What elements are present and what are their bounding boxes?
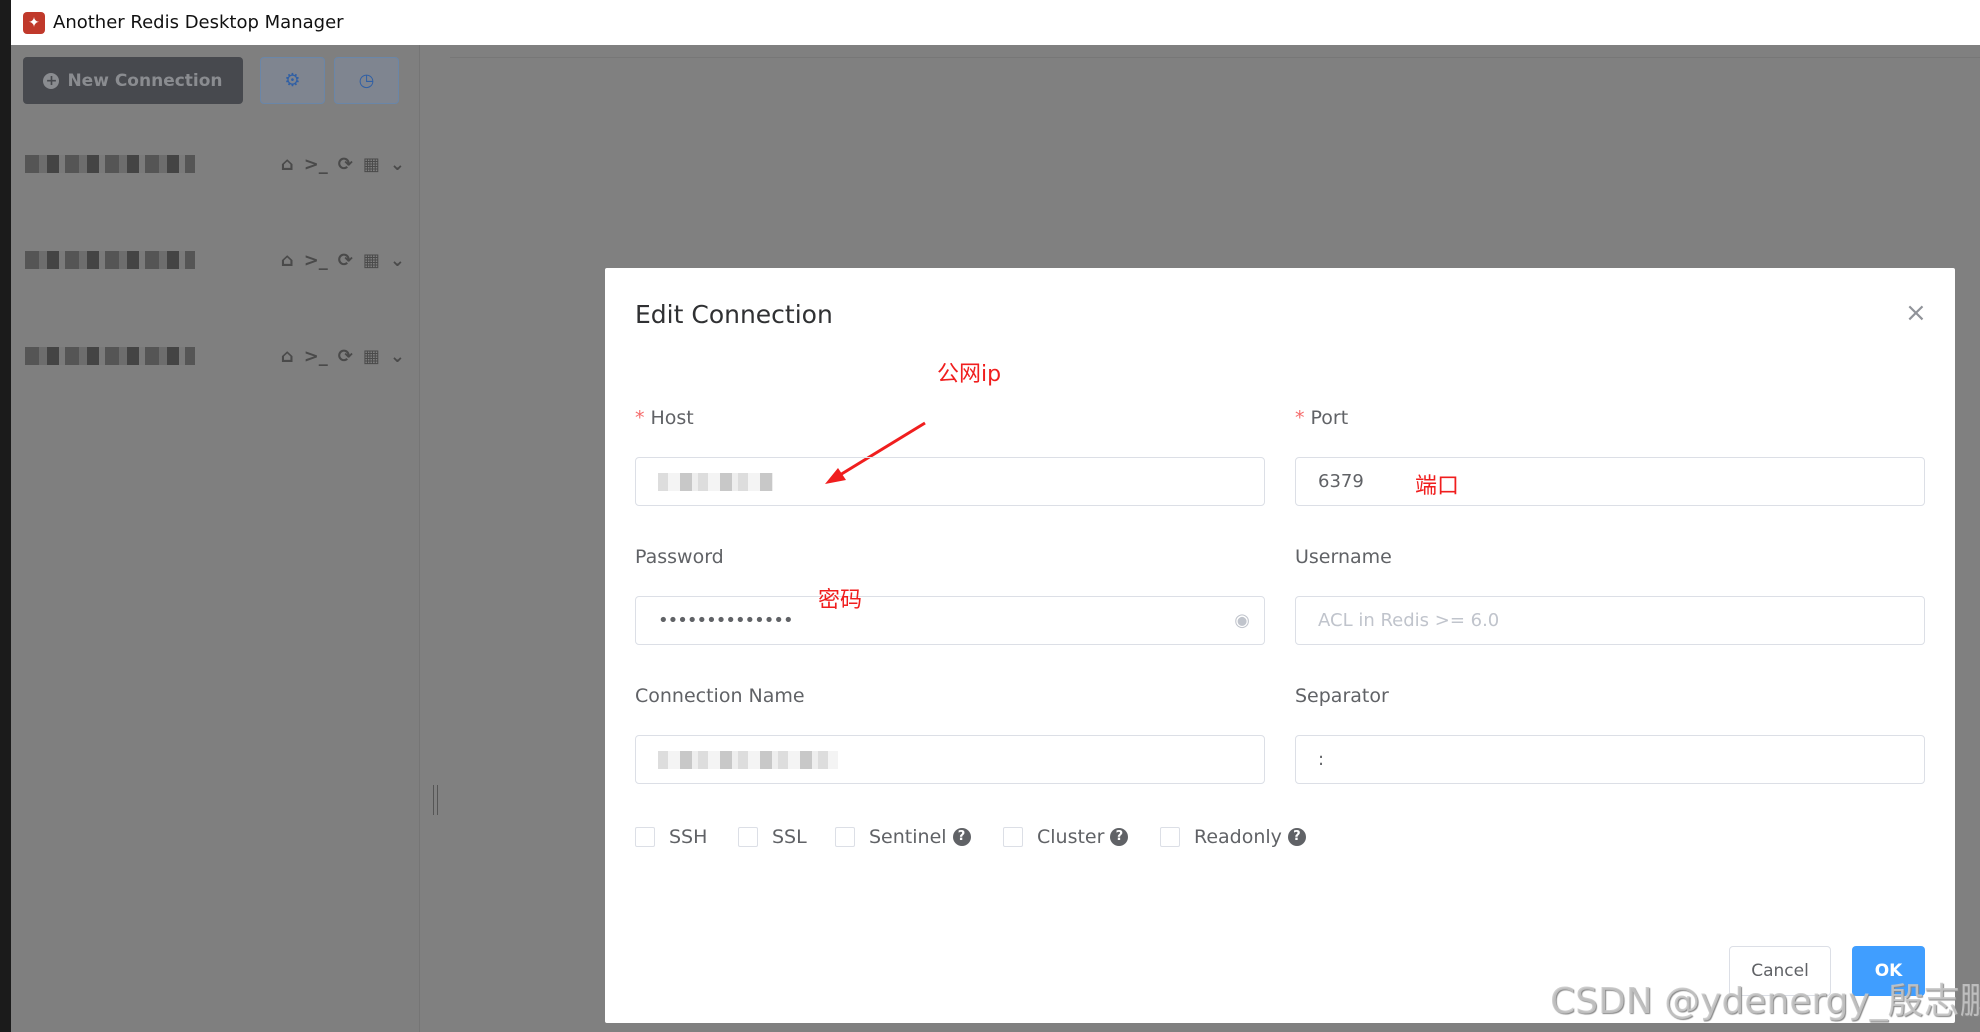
title-bar: ✦ Another Redis Desktop Manager — [11, 0, 1980, 45]
connection-item[interactable]: ⌂ >_ ⟳ ▦ ⌄ — [25, 149, 405, 179]
connection-item[interactable]: ⌂ >_ ⟳ ▦ ⌄ — [25, 341, 405, 371]
connection-name-redacted — [25, 155, 195, 173]
new-connection-label: New Connection — [67, 70, 223, 91]
desktop-edge — [0, 0, 11, 1032]
refresh-icon[interactable]: ⟳ — [337, 153, 353, 175]
ssh-checkbox[interactable]: SSH — [635, 826, 707, 848]
cancel-button[interactable]: Cancel — [1729, 946, 1831, 996]
refresh-icon[interactable]: ⟳ — [337, 345, 353, 367]
connection-item[interactable]: ⌂ >_ ⟳ ▦ ⌄ — [25, 245, 405, 275]
ok-button[interactable]: OK — [1852, 946, 1925, 996]
sidebar — [11, 45, 420, 1032]
window-title: Another Redis Desktop Manager — [53, 12, 344, 33]
host-value-redacted — [658, 472, 773, 491]
chevron-down-icon[interactable]: ⌄ — [389, 345, 405, 367]
grid-icon[interactable]: ▦ — [362, 249, 380, 271]
eye-icon[interactable]: ◉ — [1234, 610, 1250, 631]
plus-circle-icon: + — [43, 72, 60, 89]
terminal-icon[interactable]: >_ — [303, 345, 328, 367]
edit-connection-dialog: Edit Connection × 公网ip * Host * Port 6379 … — [605, 268, 1955, 1023]
terminal-icon[interactable]: >_ — [303, 153, 328, 175]
connection-name-input[interactable] — [635, 735, 1265, 784]
terminal-icon[interactable]: >_ — [303, 249, 328, 271]
port-label: * Port — [1295, 407, 1349, 429]
history-button[interactable]: ◷ — [334, 57, 399, 104]
home-icon[interactable]: ⌂ — [280, 153, 294, 175]
close-icon[interactable]: × — [1905, 298, 1927, 328]
connection-name-label: Connection Name — [635, 685, 805, 707]
readonly-checkbox[interactable]: Readonly? — [1160, 826, 1306, 848]
connection-name-redacted — [25, 347, 195, 365]
connection-name-redacted — [25, 251, 195, 269]
password-input[interactable]: •••••••••••••• ◉ — [635, 596, 1265, 645]
app-logo-icon: ✦ — [23, 11, 45, 34]
sentinel-checkbox[interactable]: Sentinel? — [835, 826, 971, 848]
help-icon[interactable]: ? — [1110, 828, 1129, 846]
refresh-icon[interactable]: ⟳ — [337, 249, 353, 271]
annotation-arrow — [825, 421, 926, 484]
grid-icon[interactable]: ▦ — [362, 153, 380, 175]
host-input[interactable] — [635, 457, 1265, 506]
new-connection-button[interactable]: + New Connection — [23, 57, 243, 104]
gear-icon: ⚙ — [284, 70, 301, 91]
cluster-checkbox[interactable]: Cluster? — [1003, 826, 1129, 848]
resize-handle[interactable] — [433, 785, 438, 815]
chevron-down-icon[interactable]: ⌄ — [389, 153, 405, 175]
grid-icon[interactable]: ▦ — [362, 345, 380, 367]
annotation-port: 端口 — [1415, 474, 1460, 499]
clock-icon: ◷ — [358, 70, 375, 91]
username-label: Username — [1295, 546, 1392, 568]
home-icon[interactable]: ⌂ — [280, 249, 294, 271]
port-input[interactable]: 6379 — [1295, 457, 1925, 506]
annotation-public-ip: 公网ip — [937, 362, 1002, 387]
ssl-checkbox[interactable]: SSL — [738, 826, 807, 848]
annotation-password: 密码 — [818, 588, 863, 613]
chevron-down-icon[interactable]: ⌄ — [389, 249, 405, 271]
separator-label: Separator — [1295, 685, 1389, 707]
divider — [450, 57, 1980, 58]
host-label: * Host — [635, 407, 694, 429]
help-icon[interactable]: ? — [1287, 828, 1306, 846]
username-input[interactable]: ACL in Redis >= 6.0 — [1295, 596, 1925, 645]
separator-input[interactable]: : — [1295, 735, 1925, 784]
watermark: CSDN @ydenergy_殷志鹏 — [1550, 981, 1980, 1022]
connection-name-redacted — [658, 750, 838, 769]
help-icon[interactable]: ? — [952, 828, 971, 846]
settings-button[interactable]: ⚙ — [260, 57, 325, 104]
dialog-title: Edit Connection — [635, 300, 833, 329]
password-label: Password — [635, 546, 724, 568]
home-icon[interactable]: ⌂ — [280, 345, 294, 367]
